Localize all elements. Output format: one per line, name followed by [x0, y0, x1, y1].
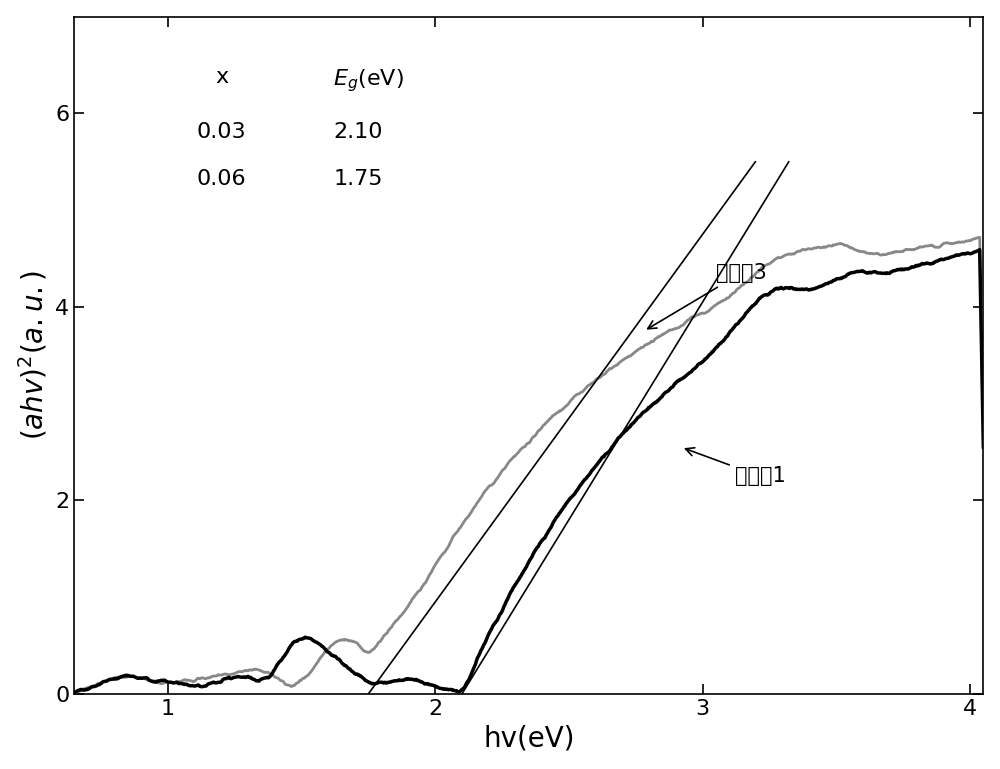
Text: 0.06: 0.06 [197, 169, 247, 189]
Text: 0.03: 0.03 [197, 122, 247, 141]
Y-axis label: $(ahv)^2(a.u.)$: $(ahv)^2(a.u.)$ [17, 270, 50, 441]
Text: 1.75: 1.75 [333, 169, 383, 189]
Text: 实施例3: 实施例3 [648, 263, 767, 328]
Text: 实施例1: 实施例1 [686, 448, 785, 486]
X-axis label: hv(eV): hv(eV) [483, 724, 575, 752]
Text: 2.10: 2.10 [333, 122, 383, 141]
Text: x: x [215, 68, 228, 88]
Text: $E_g$(eV): $E_g$(eV) [333, 68, 404, 95]
